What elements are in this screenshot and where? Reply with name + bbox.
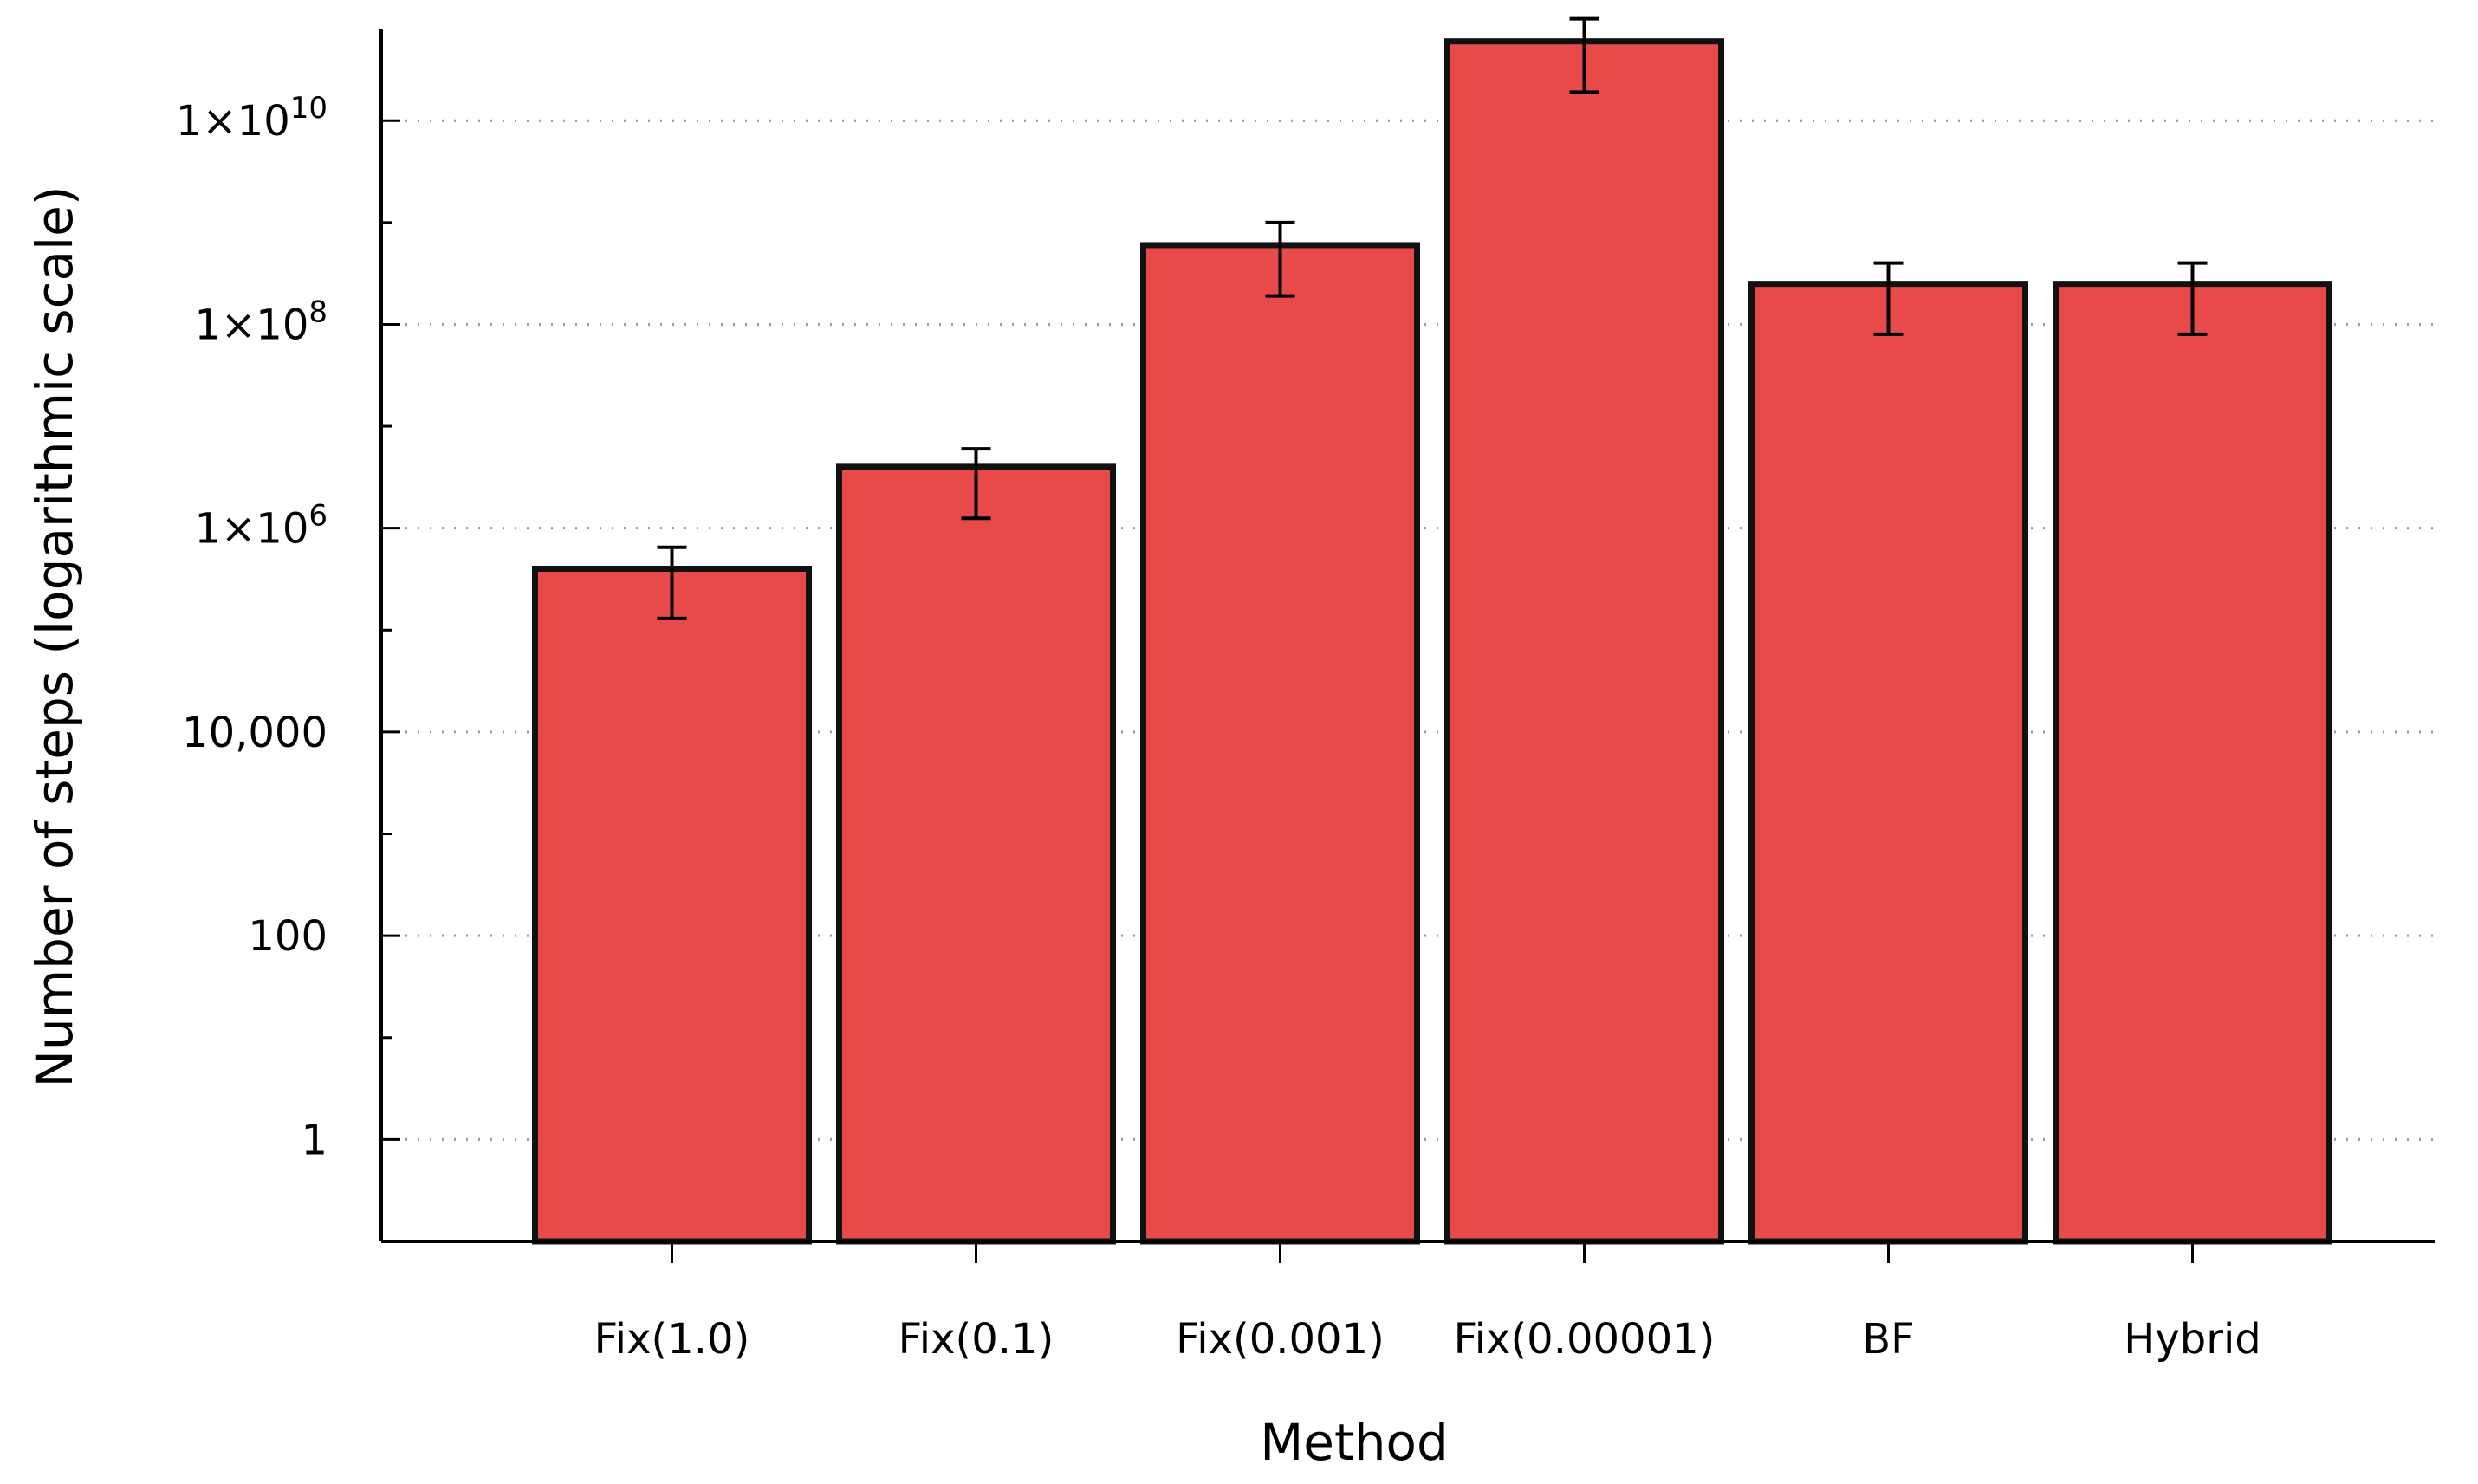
- axes: [379, 29, 2435, 1263]
- x-tick-label: Fix(0.1): [898, 1315, 1054, 1364]
- x-tick-label: Fix(1.0): [594, 1315, 750, 1364]
- bar-0: [532, 565, 812, 1245]
- x-tick-label: Hybrid: [2124, 1315, 2261, 1364]
- x-axis-label: Method: [1260, 1413, 1449, 1472]
- x-tick-label: Fix(0.001): [1176, 1315, 1385, 1364]
- bar-5: [2053, 281, 2332, 1245]
- error-bars: [657, 16, 2208, 620]
- y-tick-label: 1: [301, 1116, 328, 1164]
- bar-4: [1748, 281, 2028, 1245]
- y-tick-label: 1×108: [195, 295, 328, 349]
- x-tick-label: BF: [1862, 1315, 1915, 1364]
- y-axis-label: Number of steps (logarithmic scale): [25, 186, 84, 1088]
- bars: [532, 38, 2332, 1245]
- x-tick-labels: Fix(1.0) Fix(0.1) Fix(0.001) Fix(0.00001) BF…: [594, 1315, 2261, 1364]
- y-tick-label: 1×1010: [176, 91, 328, 146]
- y-tick-label: 10,000: [182, 709, 328, 757]
- x-tick-label: Fix(0.00001): [1454, 1315, 1716, 1364]
- y-tick-label: 100: [248, 912, 328, 961]
- y-tick-labels: 1 100 10,000 1×106 1×108 1×1010: [176, 91, 328, 1164]
- bar-2: [1140, 242, 1420, 1245]
- bar-3: [1444, 38, 1724, 1245]
- bar-1: [836, 463, 1116, 1245]
- y-tick-label: 1×106: [195, 499, 328, 554]
